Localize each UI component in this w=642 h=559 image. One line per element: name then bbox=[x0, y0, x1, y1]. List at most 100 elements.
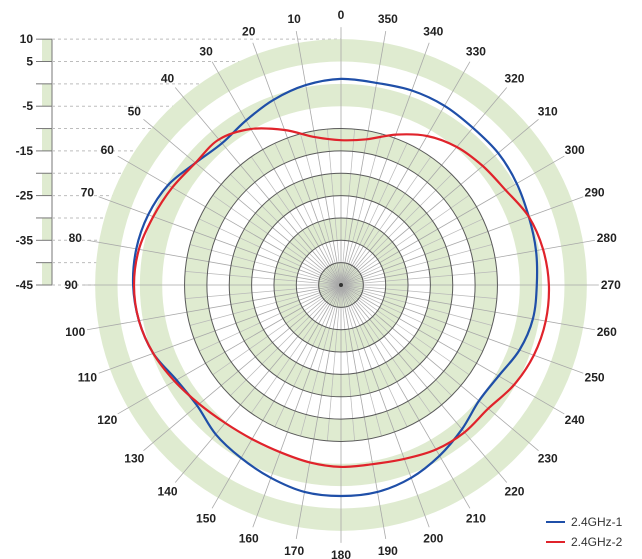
polar-center bbox=[339, 283, 343, 287]
radial-major bbox=[211, 284, 342, 509]
angle-label: 190 bbox=[378, 544, 398, 558]
angle-label: 90 bbox=[64, 278, 78, 292]
angle-label: 170 bbox=[284, 544, 304, 558]
polar-ring bbox=[184, 128, 498, 442]
radial-minor bbox=[340, 156, 432, 286]
angle-label: 160 bbox=[239, 532, 259, 546]
legend-label-series-1: 2.4GHz-1 bbox=[571, 515, 623, 529]
radial-minor bbox=[212, 194, 342, 286]
polar-ring bbox=[228, 172, 454, 398]
angle-label: 230 bbox=[538, 451, 558, 465]
radial-minor bbox=[340, 284, 382, 437]
radial-major bbox=[174, 87, 342, 286]
radial-minor bbox=[340, 218, 483, 286]
radial-minor bbox=[274, 284, 342, 427]
angle-label: 350 bbox=[378, 12, 398, 26]
angle-label: 300 bbox=[565, 143, 585, 157]
radial-major bbox=[340, 61, 471, 286]
angle-label: 140 bbox=[158, 485, 178, 499]
angle-label: 280 bbox=[597, 231, 617, 245]
angle-label: 70 bbox=[81, 186, 95, 200]
polar-ring bbox=[318, 262, 364, 308]
radial-minor bbox=[340, 284, 493, 326]
angle-label: 50 bbox=[128, 105, 142, 119]
radial-major bbox=[340, 284, 584, 374]
radial-minor bbox=[340, 284, 497, 299]
scale-band bbox=[42, 83, 52, 107]
radial-minor bbox=[189, 284, 342, 326]
radial-major bbox=[143, 118, 342, 286]
polar-ring bbox=[251, 195, 431, 375]
radial-minor bbox=[340, 133, 382, 286]
series-line-2 bbox=[132, 127, 551, 469]
scale-tick-label: -25 bbox=[16, 189, 34, 203]
scale-tick-label: -35 bbox=[16, 233, 34, 247]
radial-major bbox=[98, 196, 342, 286]
radial-major bbox=[340, 42, 430, 286]
angle-label: 260 bbox=[597, 325, 617, 339]
angle-label: 30 bbox=[199, 44, 213, 58]
angle-label: 320 bbox=[504, 71, 524, 85]
radial-minor bbox=[250, 284, 342, 414]
radial-major bbox=[340, 284, 387, 540]
radial-minor bbox=[212, 284, 342, 376]
radial-minor bbox=[340, 284, 408, 427]
radial-major bbox=[117, 284, 342, 415]
angle-label: 130 bbox=[124, 451, 144, 465]
angle-label: 60 bbox=[101, 143, 115, 157]
angle-label: 120 bbox=[97, 413, 117, 427]
radial-major bbox=[340, 239, 596, 286]
radial-minor bbox=[199, 218, 342, 286]
radial-minor bbox=[230, 284, 342, 396]
radial-major bbox=[174, 284, 342, 483]
scale-tick-label: -5 bbox=[22, 99, 33, 113]
radial-minor bbox=[185, 271, 342, 286]
radial-major bbox=[340, 118, 539, 286]
polar-ring bbox=[273, 217, 409, 353]
angle-label: 290 bbox=[585, 186, 605, 200]
radial-major bbox=[340, 30, 387, 286]
angle-label: 340 bbox=[423, 24, 443, 38]
radial-minor bbox=[340, 271, 497, 286]
angle-label: 0 bbox=[338, 8, 345, 22]
scale-band bbox=[42, 262, 52, 285]
db-scale-bar: 10 5 -5 -15 -25 -35 -45 bbox=[16, 32, 53, 292]
radial-major bbox=[340, 87, 508, 286]
scale-tick-label: 5 bbox=[26, 55, 33, 69]
polar-ring bbox=[206, 150, 476, 420]
radial-minor bbox=[340, 284, 470, 376]
radial-major bbox=[340, 284, 508, 483]
radial-minor bbox=[340, 284, 355, 441]
radial-major bbox=[117, 155, 342, 286]
radial-minor bbox=[185, 284, 342, 299]
data-series bbox=[131, 77, 551, 498]
angle-label: 100 bbox=[65, 325, 85, 339]
radial-major bbox=[295, 30, 342, 286]
radial-major bbox=[86, 239, 342, 286]
radial-minor bbox=[340, 174, 452, 286]
angle-label: 150 bbox=[196, 512, 216, 526]
radial-minor bbox=[340, 244, 493, 286]
radial-major bbox=[340, 284, 471, 509]
scale-band bbox=[42, 128, 52, 151]
angle-label: 210 bbox=[466, 512, 486, 526]
radial-minor bbox=[340, 284, 452, 396]
radial-major bbox=[295, 284, 342, 540]
radial-major bbox=[252, 42, 342, 286]
polar-radial-grid bbox=[83, 27, 599, 543]
radial-minor bbox=[274, 143, 342, 286]
angle-label: 40 bbox=[161, 71, 175, 85]
angle-label: 240 bbox=[565, 413, 585, 427]
scale-band bbox=[42, 217, 52, 241]
polar-ring-grid bbox=[184, 128, 498, 442]
polar-ring bbox=[295, 239, 387, 331]
radial-major bbox=[252, 284, 342, 528]
legend-label-series-2: 2.4GHz-2 bbox=[571, 535, 623, 549]
scale-tick-label: -15 bbox=[16, 144, 34, 158]
scale-band bbox=[42, 39, 52, 62]
radial-major bbox=[340, 155, 565, 286]
angle-label: 200 bbox=[423, 532, 443, 546]
radial-major bbox=[340, 284, 539, 452]
series-line-1 bbox=[131, 77, 539, 498]
radial-minor bbox=[340, 284, 432, 414]
